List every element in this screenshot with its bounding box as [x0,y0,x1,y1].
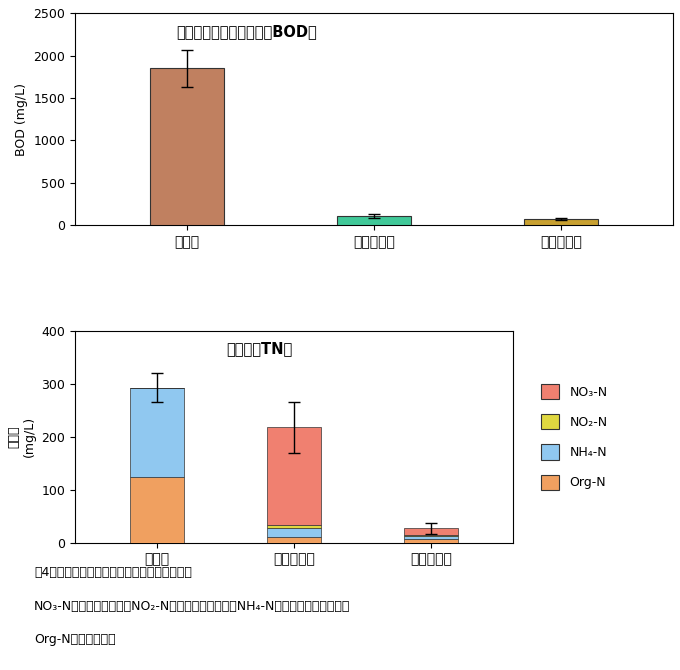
Bar [267,427,322,525]
Bar [130,388,184,476]
Bar [130,476,184,543]
Text: 図4　活性汚泥法と炭素繊維法の浄化処理性能: 図4 活性汚泥法と炭素繊維法の浄化処理性能 [34,566,192,579]
Bar [404,539,458,543]
Bar [524,219,598,225]
Bar [267,525,322,528]
Bar [404,529,458,535]
Bar [337,216,411,225]
Bar [267,537,322,543]
Y-axis label: 全窒素
(mg/L): 全窒素 (mg/L) [7,416,35,458]
Legend: NO₃-N, NO₂-N, NH₄-N, Org-N: NO₃-N, NO₂-N, NH₄-N, Org-N [536,379,613,495]
Text: 生物化学的酸素要求量（BOD）: 生物化学的酸素要求量（BOD） [177,24,318,39]
Bar [404,535,458,537]
Bar [267,528,322,537]
Y-axis label: BOD (mg/L): BOD (mg/L) [15,83,28,155]
Text: NO₃-N：硝酸性窒素，　NO₂-N：亜硝酸性窒素，　NH₄-N：アンモニア性窒素，: NO₃-N：硝酸性窒素， NO₂-N：亜硝酸性窒素， NH₄-N：アンモニア性窒… [34,600,350,612]
Text: Org-N：有機性窒素: Org-N：有機性窒素 [34,633,116,646]
Bar [150,68,224,225]
Text: 全窒素（TN）: 全窒素（TN） [226,342,292,356]
Bar [404,537,458,539]
